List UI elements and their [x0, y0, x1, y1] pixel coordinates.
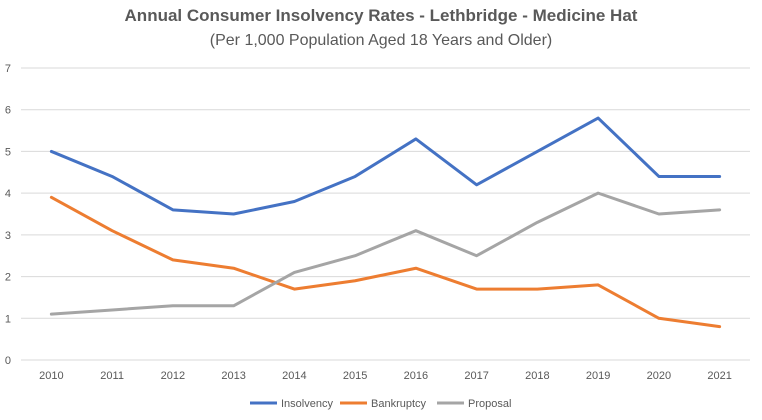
series-line-insolvency	[49, 116, 722, 216]
series-line-bankruptcy	[49, 195, 722, 329]
legend-label: Bankruptcy	[371, 398, 427, 410]
y-tick-label: 6	[5, 105, 11, 117]
y-tick-label: 7	[5, 63, 11, 75]
chart-title: Annual Consumer Insolvency Rates - Lethb…	[124, 6, 638, 25]
x-tick-label: 2012	[161, 370, 185, 382]
x-tick-label: 2016	[404, 370, 428, 382]
x-tick-label: 2015	[343, 370, 367, 382]
x-tick-label: 2017	[464, 370, 488, 382]
x-tick-label: 2020	[647, 370, 671, 382]
x-tick-label: 2018	[525, 370, 549, 382]
x-tick-label: 2014	[282, 370, 306, 382]
chart-subtitle: (Per 1,000 Population Aged 18 Years and …	[209, 32, 553, 49]
legend-label: Proposal	[468, 398, 511, 410]
x-tick-label: 2010	[39, 370, 63, 382]
legend-label: Insolvency	[281, 398, 333, 410]
y-tick-label: 2	[5, 272, 11, 284]
x-tick-label: 2021	[707, 370, 731, 382]
series-line-proposal	[49, 191, 722, 316]
y-tick-label: 5	[5, 146, 11, 158]
y-tick-label: 4	[5, 188, 11, 200]
y-tick-label: 3	[5, 230, 11, 242]
x-tick-label: 2013	[221, 370, 245, 382]
y-tick-label: 0	[5, 355, 11, 367]
x-tick-label: 2019	[586, 370, 610, 382]
x-tick-label: 2011	[100, 370, 124, 382]
y-tick-label: 1	[5, 313, 11, 325]
